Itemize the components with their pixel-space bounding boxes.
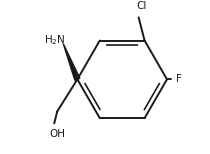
- Text: H$_2$N: H$_2$N: [44, 34, 65, 47]
- Text: Cl: Cl: [136, 1, 147, 11]
- Polygon shape: [63, 43, 80, 80]
- Text: F: F: [176, 74, 182, 84]
- Text: OH: OH: [50, 129, 66, 139]
